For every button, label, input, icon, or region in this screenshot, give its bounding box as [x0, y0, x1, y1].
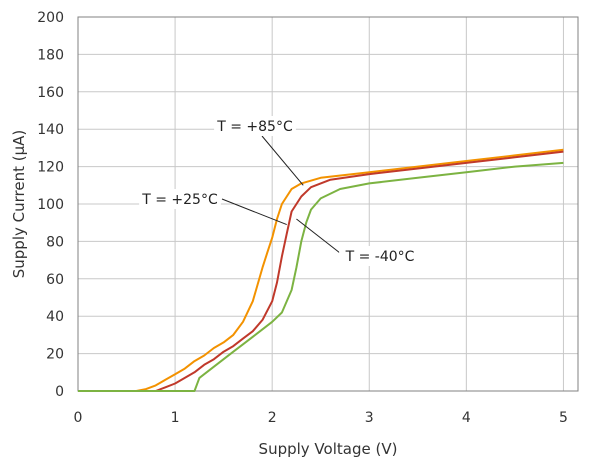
- y-tick-label: 160: [37, 85, 64, 101]
- x-tick-label: 2: [268, 410, 277, 426]
- annotation-leader: [296, 218, 341, 254]
- annotation-label: T = -40°C: [345, 249, 415, 265]
- x-tick-label: 4: [462, 410, 471, 426]
- x-tick-label: 5: [559, 410, 568, 426]
- y-tick-label: 140: [37, 122, 64, 138]
- x-tick-label: 0: [74, 410, 83, 426]
- annotation-label: T = +25°C: [141, 192, 218, 208]
- annotation-leader: [221, 198, 287, 226]
- annotation-leader: [261, 135, 304, 186]
- y-tick-label: 80: [46, 234, 64, 250]
- y-tick-label: 180: [37, 47, 64, 63]
- annotation-bg: [214, 116, 296, 136]
- series-line: [78, 150, 564, 392]
- annotations: T = +85°C T = +25°C T = -40°C: [139, 116, 421, 266]
- x-tick-label: 1: [171, 410, 180, 426]
- annotation-label: T = +85°C: [216, 119, 293, 135]
- y-axis-title: Supply Current (µA): [10, 130, 28, 279]
- series-lines: [78, 148, 564, 392]
- tick-labels: 0 1 2 3 4 5 0 20 40 60 80 100 120 140 160 180 200: [37, 10, 568, 426]
- y-tick-label: 120: [37, 160, 64, 176]
- y-tick-label: 0: [55, 384, 64, 400]
- series-line: [78, 148, 564, 392]
- y-tick-label: 20: [46, 347, 64, 363]
- x-axis-title: Supply Voltage (V): [259, 440, 398, 458]
- annotation-bg: [139, 189, 221, 209]
- x-tick-label: 3: [365, 410, 374, 426]
- y-tick-label: 100: [37, 197, 64, 213]
- annotation-bg: [339, 246, 421, 266]
- y-tick-label: 40: [46, 309, 64, 325]
- y-tick-label: 60: [46, 272, 64, 288]
- y-tick-label: 200: [37, 10, 64, 26]
- plot-border: [77, 16, 579, 392]
- series-line: [78, 161, 564, 392]
